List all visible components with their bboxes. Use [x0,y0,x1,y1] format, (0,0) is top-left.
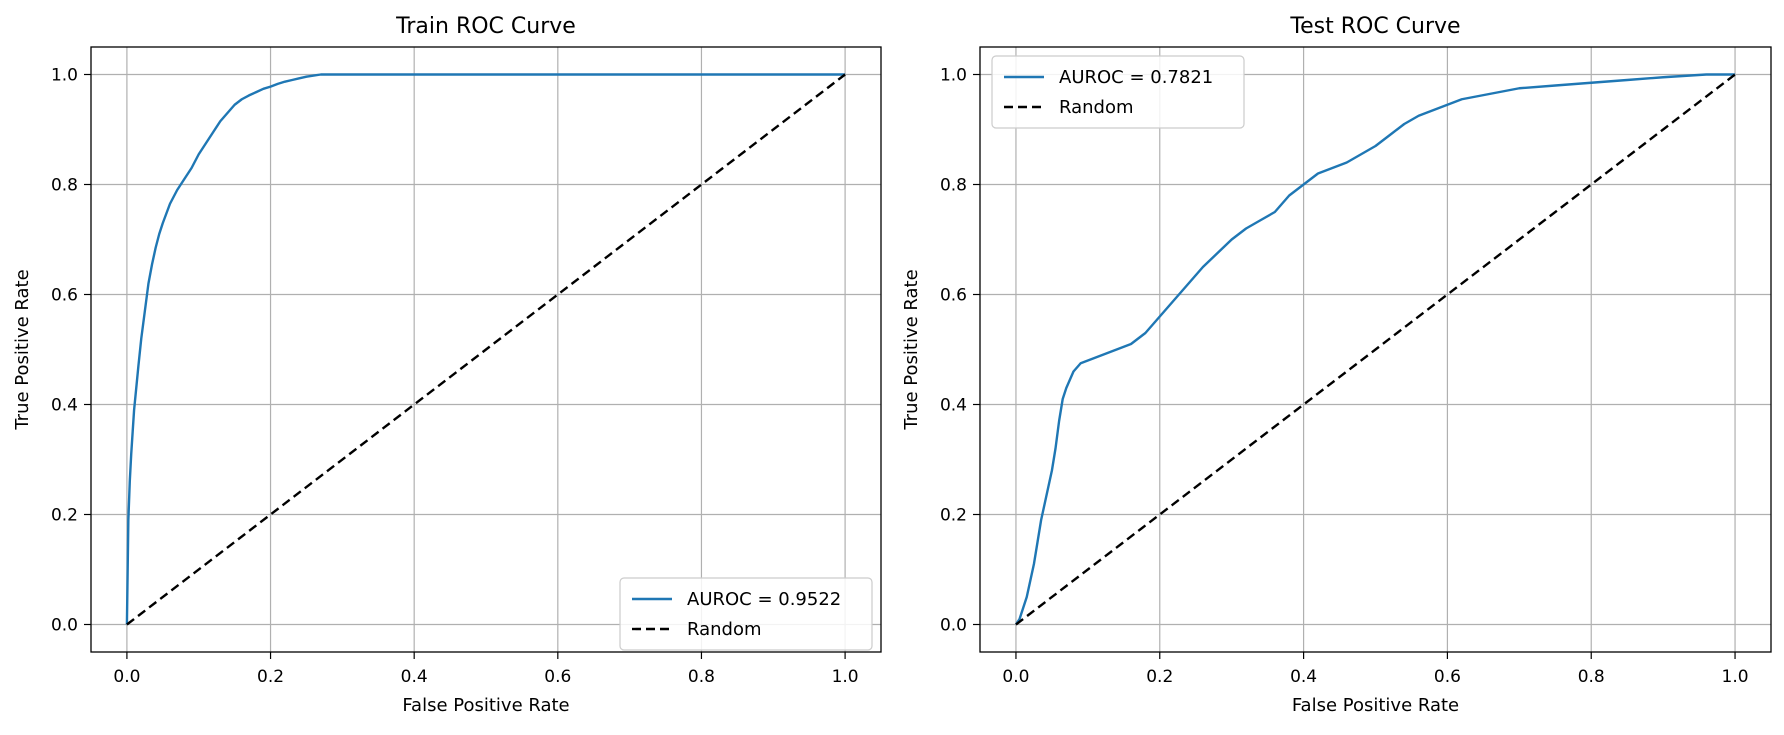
y-tick-label: 1.0 [51,66,78,86]
chart-panel-2: 0.0 0.2 0.4 0.6 0.8 1.0 0.0 0.2 0.4 0.6 0.8 1.0 Test… [901,14,1772,716]
legend: AUROC = 0.9522 Random [619,577,873,651]
y-tick-label: 0.0 [51,616,78,636]
y-tick-label: 0.2 [51,506,78,526]
y-axis-label: True Positive Rate [12,269,33,430]
roc-curve-line [125,73,846,625]
legend: AUROC = 0.7821 Random [991,55,1245,129]
chart-panel-1: 0.0 0.2 0.4 0.6 0.8 1.0 0.0 0.2 0.4 0.6 0.8 1.0 Trai… [12,14,882,716]
y-tick-label: 0.8 [51,176,78,196]
y-tick-label: 0.8 [940,176,967,196]
random-baseline-line [1015,73,1736,626]
y-axis-label: True Positive Rate [901,269,922,430]
x-tick-label: 0.0 [113,667,140,687]
y-tick-label: 0.4 [940,396,967,416]
y-tick-label: 0.2 [940,506,967,526]
x-axis-label: False Positive Rate [1292,695,1459,716]
axes-frame [90,46,882,653]
legend-entry-label: AUROC = 0.7821 [1059,67,1213,88]
y-tick-label: 0.6 [940,286,967,306]
x-tick-label: 0.0 [1002,667,1029,687]
legend-box [991,55,1245,129]
x-tick-label: 1.0 [832,667,859,687]
x-tick-label: 0.4 [1290,667,1317,687]
chart-title: Test ROC Curve [1289,14,1460,39]
x-axis-label: False Positive Rate [402,695,569,716]
roc-curve-line [1014,73,1736,626]
y-tick-label: 0.0 [940,616,967,636]
y-tick-label: 1.0 [940,66,967,86]
legend-entry-label: Random [1059,97,1134,118]
x-tick-label: 0.4 [401,667,428,687]
legend-box [619,577,873,651]
legend-entry-label: Random [687,619,762,640]
random-baseline-line [126,73,846,626]
y-tick-label: 0.6 [51,286,78,306]
x-tick-label: 0.2 [257,667,284,687]
chart-title: Train ROC Curve [395,14,576,39]
x-tick-label: 0.6 [1434,667,1461,687]
x-tick-label: 0.8 [688,667,715,687]
x-tick-label: 0.6 [544,667,571,687]
legend-entry-label: AUROC = 0.9522 [687,589,841,610]
y-tick-label: 0.4 [51,396,78,416]
x-tick-label: 0.8 [1578,667,1605,687]
x-tick-label: 1.0 [1722,667,1749,687]
axes-frame [979,46,1772,653]
x-tick-label: 0.2 [1146,667,1173,687]
